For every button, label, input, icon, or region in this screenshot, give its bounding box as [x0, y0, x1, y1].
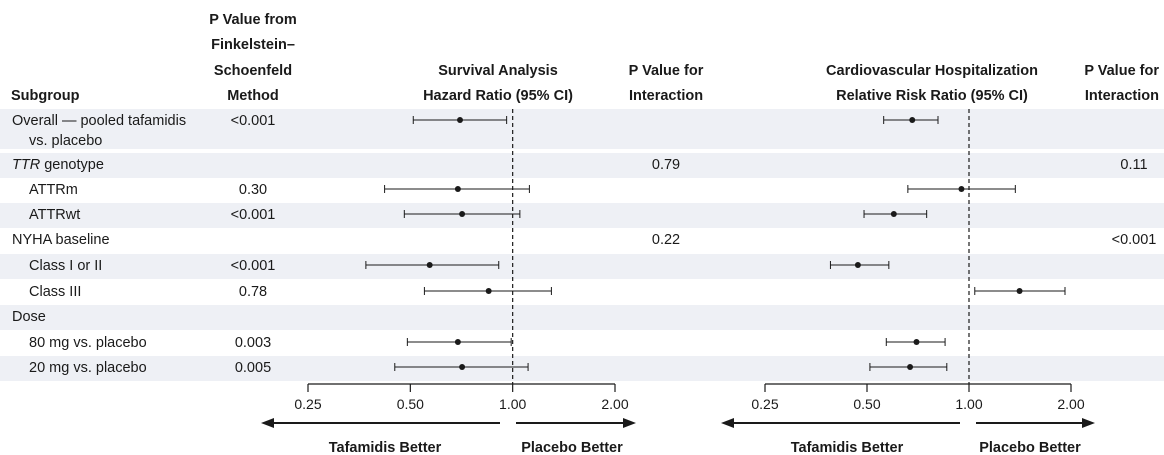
point-estimate: [854, 262, 861, 268]
row-shade: [0, 153, 1164, 178]
row-label: TTR genotype: [12, 157, 104, 173]
fs-pvalue: 0.78: [239, 284, 267, 300]
interaction-pvalue-survival: 0.22: [652, 232, 680, 248]
header-cv-hosp-line2: Relative Risk Ratio (95% CI): [836, 88, 1028, 104]
point-estimate: [1016, 288, 1023, 294]
row-shade: [0, 203, 1164, 228]
header-fs-pvalue-line3: Schoenfeld: [214, 63, 292, 79]
table-row: 80 mg vs. placebo 0.003: [29, 335, 271, 351]
x-tick-label: 1.00: [955, 396, 982, 412]
point-estimate: [459, 364, 466, 370]
point-estimate: [913, 339, 920, 345]
x-tick-label: 0.25: [294, 396, 321, 412]
fs-pvalue: <0.001: [231, 113, 276, 129]
table-row: Dose: [12, 309, 46, 325]
forest-panels: 0.25 0.50 1.00 2.00 0.25 0.50 1.00 2.00: [294, 109, 1085, 412]
label-placebo-better-cv: Placebo Better: [979, 440, 1081, 455]
forest-panel-cv-hospitalization: 0.25 0.50 1.00 2.00: [751, 109, 1085, 412]
header-subgroup: Subgroup: [11, 88, 80, 104]
row-shade: [0, 254, 1164, 279]
row-label: Overall — pooled tafamidis: [12, 113, 186, 129]
table-row: ATTRm 0.30: [29, 182, 267, 198]
row-shade: [0, 356, 1164, 381]
interaction-pvalue-cv: 0.11: [1120, 157, 1147, 173]
table-row: TTR genotype 0.79 0.11: [12, 157, 1148, 173]
point-estimate: [485, 288, 492, 294]
row-label: vs. placebo: [29, 133, 102, 149]
table-row: NYHA baseline 0.22 <0.001: [12, 232, 1156, 248]
fs-pvalue: 0.005: [235, 360, 271, 376]
table-rows: Overall — pooled tafamidis vs. placebo <0.…: [12, 113, 1156, 376]
point-estimate: [426, 262, 433, 268]
header-cv-hosp-line1: Cardiovascular Hospitalization: [826, 63, 1038, 79]
row-label: ATTRm: [29, 182, 78, 198]
label-tafamidis-better-survival: Tafamidis Better: [329, 440, 442, 455]
header-fs-pvalue-line1: P Value from: [209, 12, 297, 28]
table-row: 20 mg vs. placebo 0.005: [29, 360, 271, 376]
arrow-left-survival: [261, 418, 500, 428]
x-tick-label: 0.25: [751, 396, 778, 412]
point-estimate: [907, 364, 914, 370]
x-tick-label: 2.00: [601, 396, 628, 412]
fs-pvalue: 0.003: [235, 335, 271, 351]
label-tafamidis-better-cv: Tafamidis Better: [791, 440, 904, 455]
row-shading-layer: [0, 109, 1164, 381]
row-label-rest: genotype: [40, 157, 104, 173]
point-estimate: [909, 117, 916, 123]
interaction-pvalue-cv: <0.001: [1112, 232, 1157, 248]
point-estimate: [459, 211, 466, 217]
x-tick-label: 0.50: [853, 396, 880, 412]
row-shade: [0, 305, 1164, 330]
arrow-right-cv: [976, 418, 1095, 428]
point-estimate: [454, 186, 461, 192]
header-interaction-survival-line2: Interaction: [629, 88, 703, 104]
direction-arrows: Tafamidis Better Placebo Better Tafamidi…: [261, 418, 1095, 455]
row-label: 80 mg vs. placebo: [29, 335, 147, 351]
header-interaction-cv-line2: Interaction: [1085, 88, 1159, 104]
x-tick-label: 0.50: [397, 396, 424, 412]
header-survival-line1: Survival Analysis: [438, 63, 558, 79]
fs-pvalue: <0.001: [231, 207, 276, 223]
column-headers: Subgroup P Value from Finkelstein– Schoe…: [11, 12, 1159, 104]
table-row: ATTRwt <0.001: [29, 207, 275, 223]
header-fs-pvalue-line2: Finkelstein–: [211, 37, 295, 53]
point-estimate: [454, 339, 461, 345]
row-shade: [0, 109, 1164, 149]
forest-panel-survival: 0.25 0.50 1.00 2.00: [294, 109, 629, 412]
arrow-left-cv: [721, 418, 960, 428]
header-survival-line2: Hazard Ratio (95% CI): [423, 88, 573, 104]
row-label: NYHA baseline: [12, 232, 110, 248]
point-estimate: [457, 117, 464, 123]
interaction-pvalue-survival: 0.79: [652, 157, 680, 173]
row-label: Dose: [12, 309, 46, 325]
table-row: Class III 0.78: [29, 284, 267, 300]
point-estimate: [958, 186, 965, 192]
label-placebo-better-survival: Placebo Better: [521, 440, 623, 455]
fs-pvalue: 0.30: [239, 182, 267, 198]
row-label: Class I or II: [29, 258, 102, 274]
row-label: Class III: [29, 284, 81, 300]
x-tick-label: 2.00: [1057, 396, 1084, 412]
table-row: Overall — pooled tafamidis vs. placebo <0.…: [12, 113, 275, 149]
row-label: 20 mg vs. placebo: [29, 360, 147, 376]
fs-pvalue: <0.001: [231, 258, 276, 274]
arrow-right-survival: [516, 418, 636, 428]
header-fs-pvalue-line4: Method: [227, 88, 279, 104]
header-interaction-cv-line1: P Value for: [1084, 63, 1159, 79]
row-label-italic: TTR: [12, 157, 41, 173]
x-tick-label: 1.00: [499, 396, 526, 412]
row-label: ATTRwt: [29, 207, 80, 223]
table-row: Class I or II <0.001: [29, 258, 275, 274]
point-estimate: [890, 211, 897, 217]
header-interaction-survival-line1: P Value for: [629, 63, 704, 79]
